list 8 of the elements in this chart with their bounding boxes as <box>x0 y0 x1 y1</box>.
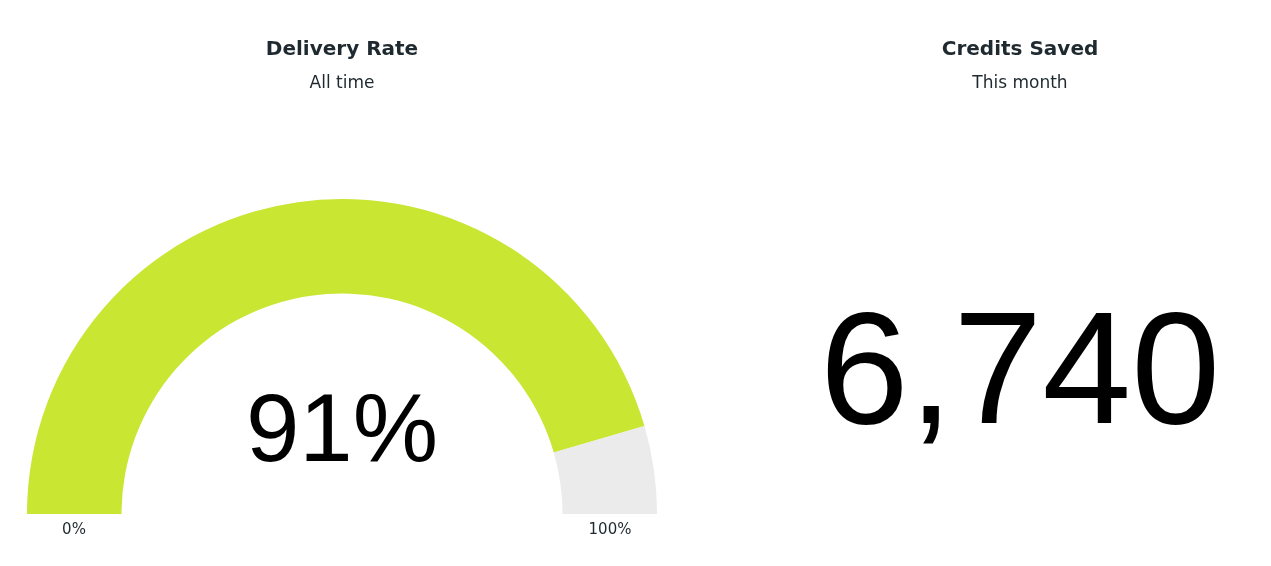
data-label: 91% <box>244 373 440 483</box>
text: This month <box>971 72 1069 92</box>
text: 6,740 <box>818 278 1222 458</box>
chart-subtitle: All time <box>308 72 376 92</box>
text: 0% <box>61 520 87 538</box>
text: 100% <box>587 520 633 538</box>
text: Credits Saved <box>940 36 1100 60</box>
chart-title: Delivery Rate <box>264 36 420 60</box>
